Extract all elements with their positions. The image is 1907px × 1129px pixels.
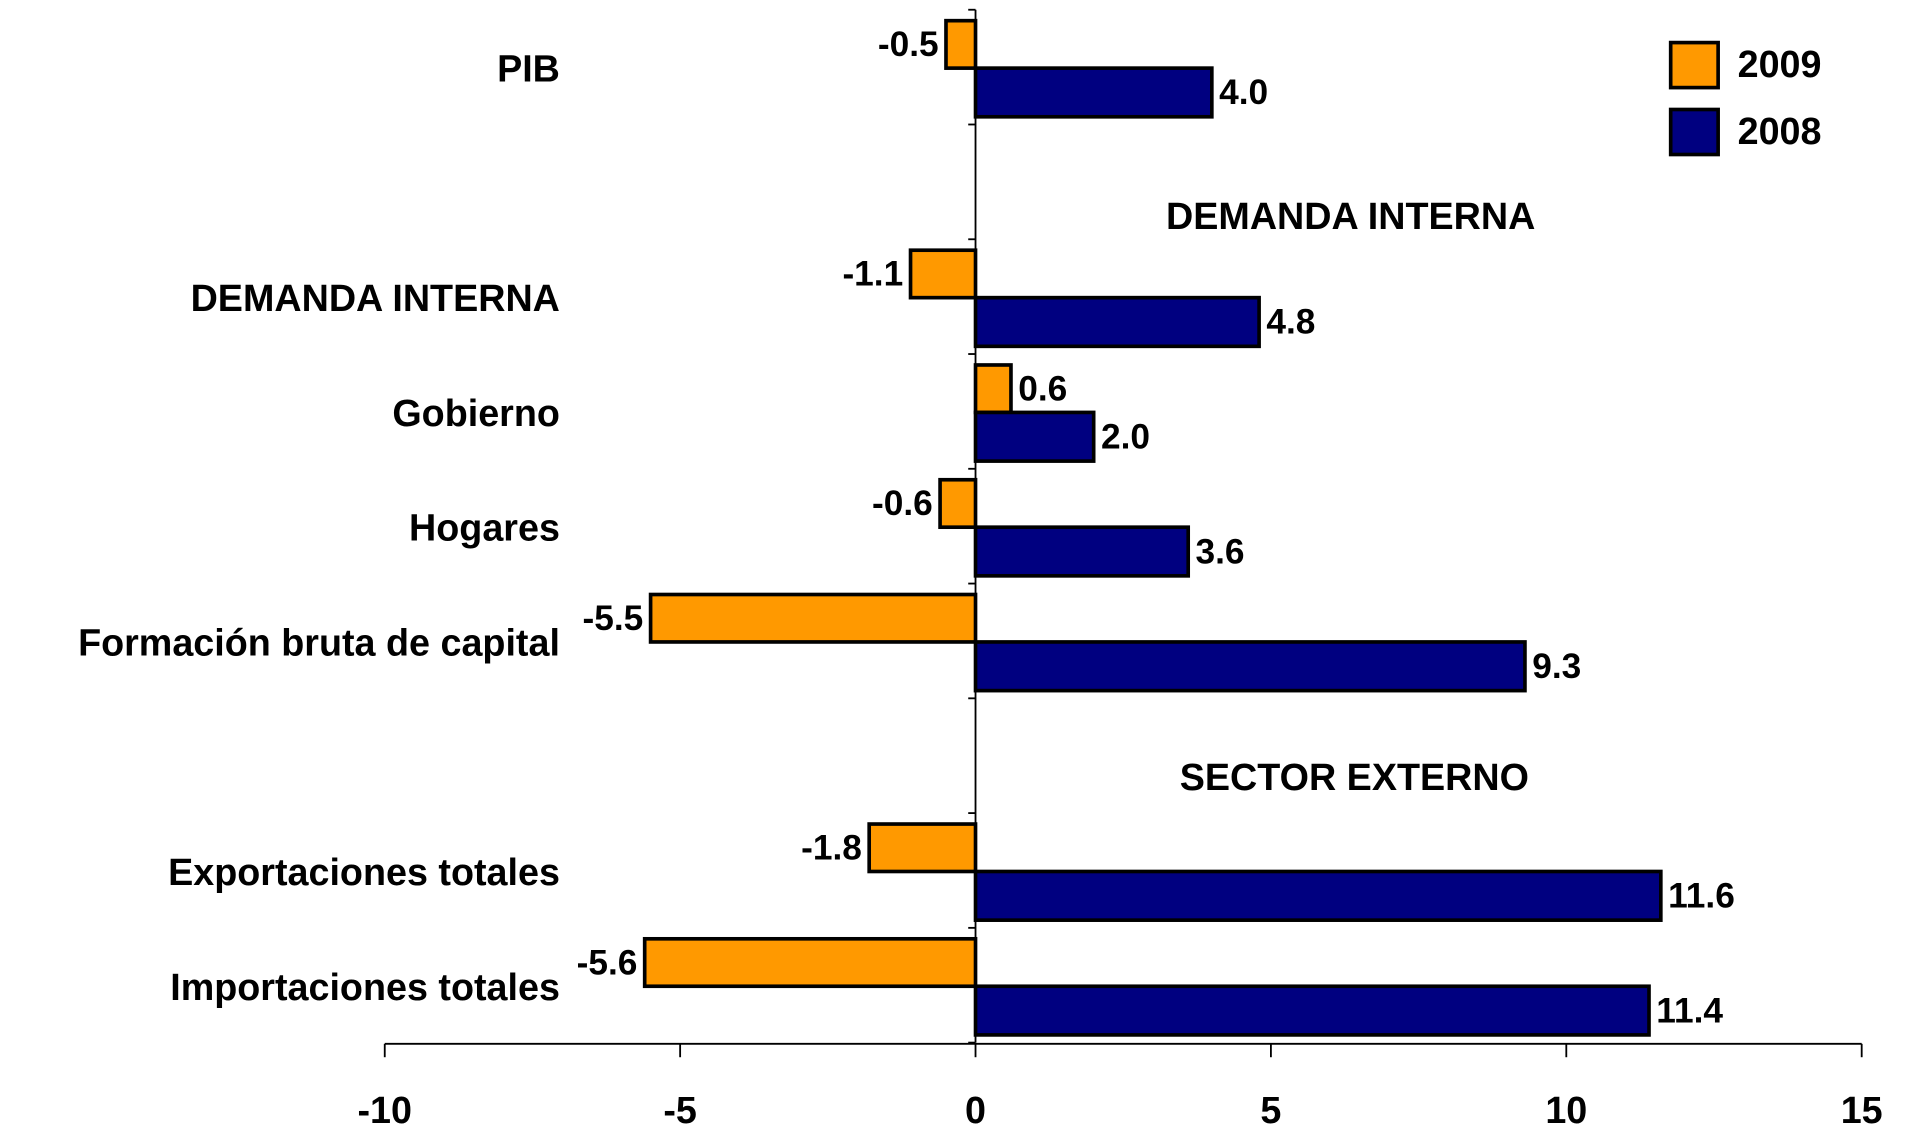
category-label: DEMANDA INTERNA	[191, 277, 560, 319]
x-tick-label: 15	[1841, 1089, 1883, 1129]
category-label: Importaciones totales	[170, 966, 560, 1008]
data-label: -1.8	[801, 829, 862, 868]
annotation: SECTOR EXTERNO	[1180, 756, 1529, 798]
category-label: PIB	[497, 48, 560, 90]
data-label: 11.6	[1668, 877, 1735, 916]
bar	[973, 363, 1013, 415]
bar	[938, 477, 978, 530]
data-label: 4.0	[1219, 73, 1268, 112]
bar	[908, 248, 978, 300]
bar	[944, 18, 978, 70]
bar	[973, 410, 1096, 463]
data-label: 3.6	[1196, 532, 1245, 571]
bar	[973, 869, 1663, 922]
category-label: Gobierno	[392, 392, 560, 434]
data-label: 11.4	[1656, 991, 1723, 1030]
data-label: -0.6	[872, 484, 933, 523]
category-label: Hogares	[409, 507, 560, 549]
legend-swatch	[1668, 107, 1720, 157]
data-label: -5.6	[577, 943, 638, 982]
bar	[973, 66, 1214, 119]
bar	[642, 936, 978, 989]
category-label: Exportaciones totales	[168, 851, 560, 893]
data-label: 9.3	[1532, 647, 1581, 686]
legend-swatch	[1668, 40, 1720, 90]
data-label: 2.0	[1101, 418, 1150, 457]
x-tick-label: 10	[1545, 1089, 1587, 1129]
category-label: Formación bruta de capital	[78, 622, 560, 664]
bar	[973, 295, 1261, 349]
data-label: 4.8	[1266, 303, 1315, 342]
bar	[648, 592, 978, 644]
bar	[973, 984, 1651, 1037]
bar	[973, 640, 1527, 693]
legend-label: 2009	[1738, 43, 1822, 85]
bar	[973, 525, 1191, 578]
x-tick-label: -5	[663, 1089, 697, 1129]
data-label: -5.5	[583, 599, 644, 638]
x-tick-label: -10	[357, 1089, 411, 1129]
data-label: 0.6	[1018, 369, 1067, 408]
data-label: -1.1	[842, 255, 903, 294]
legend-label: 2008	[1738, 110, 1822, 152]
data-label: -0.5	[878, 25, 939, 64]
bar	[867, 822, 978, 874]
x-tick-label: 0	[965, 1089, 986, 1129]
x-tick-label: 5	[1260, 1089, 1281, 1129]
annotation: DEMANDA INTERNA	[1166, 195, 1535, 237]
